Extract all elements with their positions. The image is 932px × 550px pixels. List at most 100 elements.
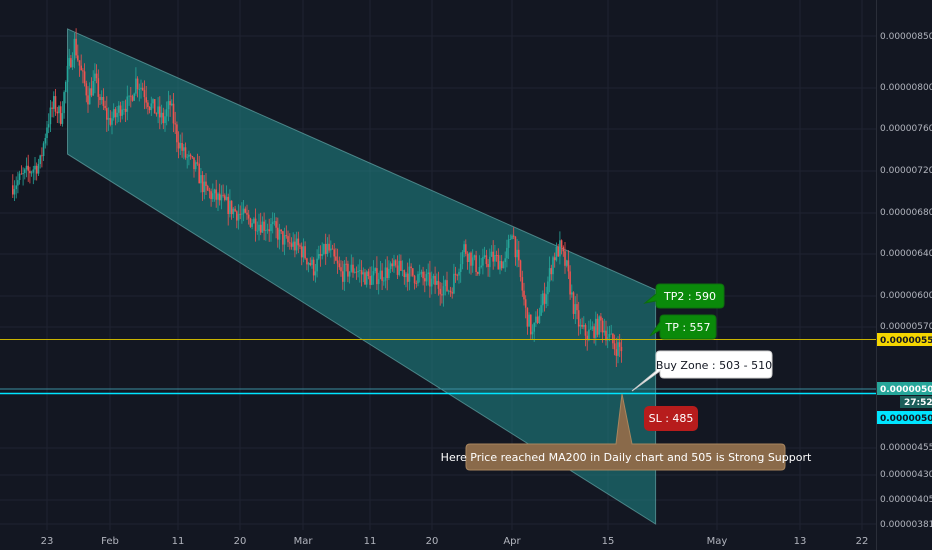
candle-body	[429, 272, 431, 287]
candle-body	[352, 264, 354, 273]
buy-zone-callout[interactable]: Buy Zone : 503 - 510	[631, 350, 773, 392]
candle-body	[206, 186, 209, 191]
candle-body	[215, 189, 217, 200]
time-tick-label: May	[707, 536, 728, 547]
candle-body	[35, 165, 38, 174]
candle-body	[519, 260, 522, 278]
candle-body	[282, 231, 284, 245]
candle-body	[47, 124, 50, 128]
price-axis[interactable]: 0.00000850 0.00000800 0.00000760 0.00000…	[877, 32, 932, 530]
candle-body	[143, 90, 146, 98]
candle-body	[495, 255, 498, 256]
candle-body	[492, 251, 494, 262]
candle-body	[393, 260, 395, 267]
candle-body	[528, 314, 530, 327]
candle-body	[422, 271, 424, 279]
candle-body	[335, 256, 337, 261]
candle-body	[312, 259, 315, 276]
candle-body	[172, 103, 175, 124]
candle-body	[454, 273, 457, 276]
candle-body	[449, 290, 452, 293]
candle-body	[300, 246, 303, 258]
candle-body	[126, 96, 129, 112]
candle-body	[227, 196, 229, 214]
candle-body	[425, 274, 428, 282]
candle-body	[220, 194, 223, 201]
candle-body	[331, 248, 334, 250]
candle-body	[345, 263, 347, 265]
candle-body	[265, 230, 267, 231]
candle-body	[266, 229, 269, 231]
candle-body	[162, 112, 164, 124]
level-557-tag-label: 0.00000557	[880, 336, 932, 346]
candle-body	[95, 73, 98, 79]
candle-body	[350, 264, 353, 272]
candle-body	[557, 246, 559, 257]
candle-body	[384, 267, 387, 281]
candle-body	[183, 147, 185, 151]
candle-body	[15, 185, 17, 190]
candle-body	[579, 324, 582, 327]
time-tick-label: Apr	[503, 536, 521, 547]
candle-body	[353, 271, 356, 273]
candle-body	[201, 175, 204, 193]
candle-body	[400, 260, 402, 271]
candle-body	[406, 273, 409, 282]
candle-body	[565, 260, 568, 266]
candle-body	[136, 78, 139, 90]
candle-body	[73, 38, 76, 60]
candle-body	[343, 263, 346, 282]
candle-body	[24, 169, 26, 174]
candle-body	[309, 263, 312, 266]
candle-body	[78, 60, 81, 66]
candle-body	[432, 275, 435, 279]
candle-body	[410, 266, 412, 269]
candle-body	[292, 241, 294, 247]
candle-body	[159, 106, 161, 118]
candle-body	[365, 271, 368, 285]
time-tick-label: 22	[856, 536, 869, 547]
tp2-callout[interactable]: TP2 : 590	[643, 283, 725, 309]
candle-body	[164, 116, 166, 123]
candle-body	[87, 95, 89, 105]
candle-body	[533, 322, 535, 332]
candle-body	[133, 93, 135, 101]
price-tick-label: 0.00000570	[880, 322, 932, 332]
candle-body	[595, 318, 597, 338]
price-tick-label: 0.00000600	[880, 291, 932, 301]
candle-body	[401, 270, 404, 272]
candle-body	[413, 275, 416, 284]
candle-body	[615, 349, 618, 356]
candle-body	[441, 294, 443, 296]
candle-body	[116, 112, 118, 118]
candle-body	[203, 181, 206, 193]
candle-body	[140, 87, 142, 90]
candle-body	[535, 316, 537, 323]
candle-body	[241, 213, 243, 215]
candle-body	[458, 271, 460, 276]
candle-body	[253, 218, 255, 224]
level-505-tag	[877, 411, 932, 424]
candle-body	[118, 105, 120, 113]
tp-callout[interactable]: TP : 557	[649, 314, 717, 340]
current-price-tag-label: 0.00000509	[880, 385, 932, 395]
candle-body	[30, 172, 33, 174]
candle-body	[442, 286, 445, 296]
candle-body	[106, 108, 108, 120]
candle-body	[547, 281, 549, 295]
candle-body	[236, 211, 238, 221]
candle-body	[601, 320, 604, 333]
candle-body	[271, 222, 274, 225]
candle-body	[468, 252, 471, 262]
support-note-callout[interactable]: Here Price reached MA200 in Daily chart …	[441, 393, 812, 471]
sl-callout[interactable]: SL : 485	[644, 406, 698, 431]
candle-body	[560, 240, 563, 247]
candle-body	[545, 294, 547, 304]
candle-body	[569, 271, 571, 295]
candle-body	[371, 275, 373, 285]
candle-body	[27, 165, 29, 171]
candle-body	[355, 271, 358, 273]
tp2-box	[643, 283, 725, 309]
time-axis[interactable]: 23 Feb 11 20 Mar 11 20 Apr 15 May 13 22	[41, 536, 869, 547]
